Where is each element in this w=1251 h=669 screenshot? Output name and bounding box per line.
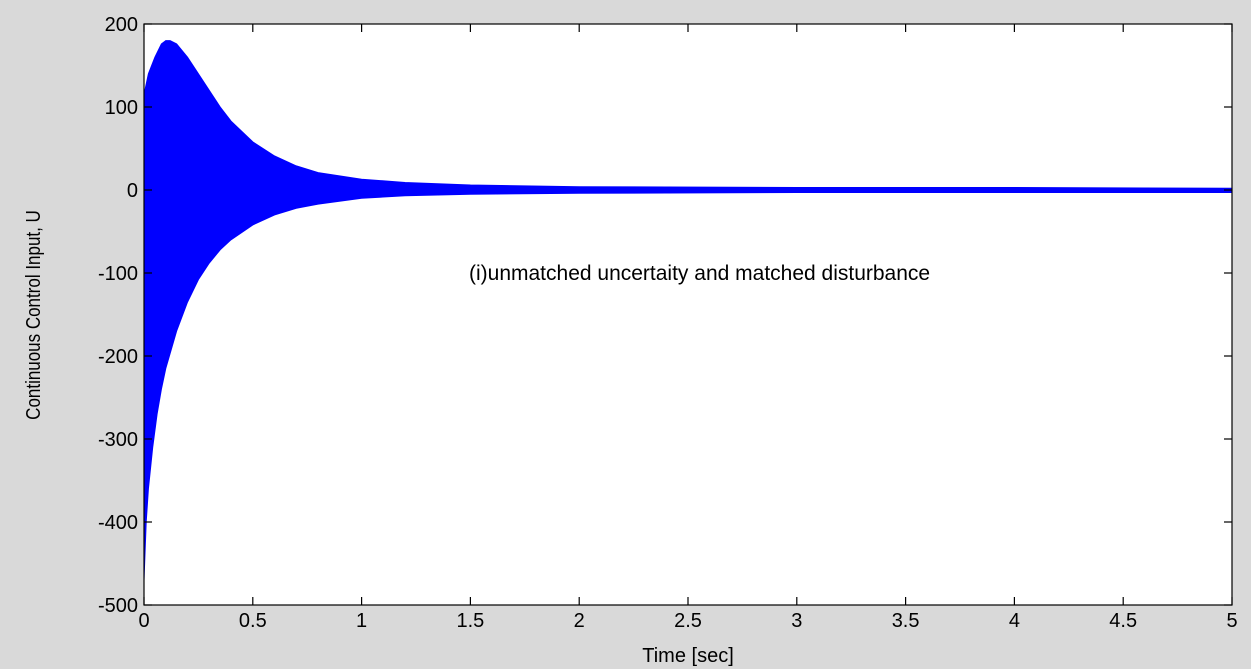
y-tick-label-2: 0 xyxy=(127,180,138,202)
y-tick-label-5: -300 xyxy=(98,429,138,451)
y-tick-label-1: 100 xyxy=(105,97,138,119)
x-tick-label-6: 3 xyxy=(791,610,802,632)
x-tick-label-1: 0.5 xyxy=(239,610,267,632)
annotation-text: (i)unmatched uncertaity and matched dist… xyxy=(469,262,930,285)
x-tick-label-0: 0 xyxy=(138,610,149,632)
plot-frame xyxy=(143,23,1233,606)
x-tick-label-5: 2.5 xyxy=(674,610,702,632)
y-tick-label-0: 200 xyxy=(105,14,138,36)
x-tick-label-8: 4 xyxy=(1009,610,1020,632)
x-axis-label: Time [sec] xyxy=(642,645,734,667)
x-tick-label-4: 2 xyxy=(574,610,585,632)
y-tick-label-4: -200 xyxy=(98,346,138,368)
x-tick-label-9: 4.5 xyxy=(1109,610,1137,632)
y-tick-label-6: -400 xyxy=(98,512,138,534)
x-tick-label-7: 3.5 xyxy=(892,610,920,632)
y-tick-label-3: -100 xyxy=(98,263,138,285)
x-tick-label-3: 1.5 xyxy=(456,610,484,632)
tick-labels-layer: 0 0.5 1 1.5 2 2.5 3 3.5 4 4.5 5 200 100 0 -100 -200 -300… xyxy=(98,14,1238,632)
series-layer xyxy=(143,40,1233,581)
series-envelope-0 xyxy=(143,40,1233,581)
y-axis-label: Continuous Control Input, U xyxy=(22,210,45,420)
plot-area-background xyxy=(144,24,1232,605)
y-tick-label-7: -500 xyxy=(98,595,138,617)
x-tick-label-2: 1 xyxy=(356,610,367,632)
x-tick-label-10: 5 xyxy=(1226,610,1237,632)
